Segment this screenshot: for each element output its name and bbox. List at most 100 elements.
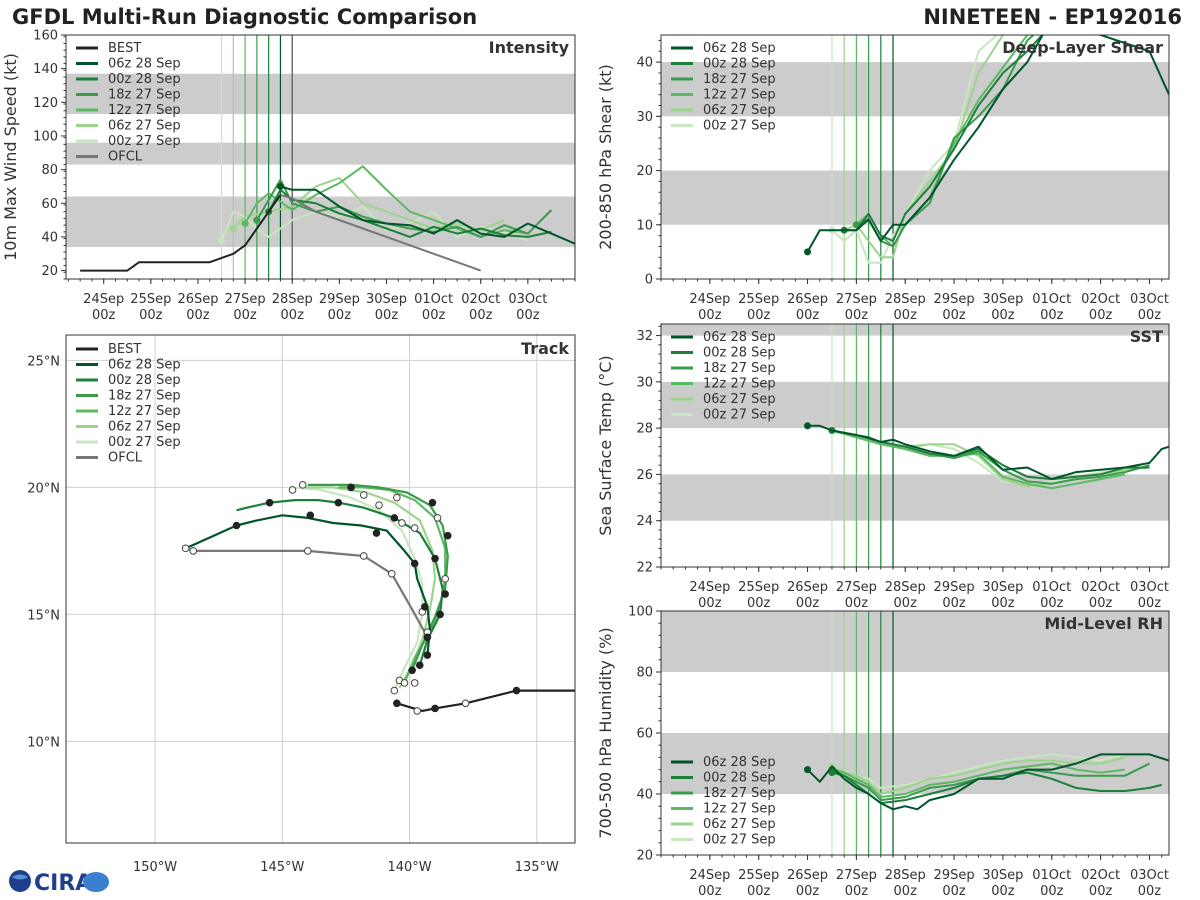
panel-track: 150°W 145°W 140°W 135°W 10°N 15°N 20°N 25°N Trac… (27, 334, 576, 875)
best-position-marker (431, 704, 439, 713)
track-position-marker (390, 686, 399, 695)
x-tick-hour: 00z (942, 308, 966, 323)
ofcl-position-marker (387, 569, 396, 578)
shaded-band (66, 142, 575, 165)
series-init-marker (804, 766, 812, 774)
legend-entry: 12z 27 Sep (703, 377, 776, 392)
shaded-band (66, 73, 575, 115)
track-position-marker (390, 514, 399, 522)
legend-entry: 00z 27 Sep (703, 119, 776, 134)
x-tick-hour: 00z (942, 596, 966, 611)
x-tick-hour: 00z (845, 884, 869, 899)
x-tick-hour: 00z (516, 308, 540, 323)
x-tick-date: 30Sep (366, 292, 407, 307)
panel-frame (65, 334, 576, 844)
panel-sst: 22242628303224Sep00z25Sep00z26Sep00z27Se… (596, 323, 1170, 611)
x-tick-date: 01Oct (414, 292, 453, 307)
x-tick-date: 29Sep (319, 292, 360, 307)
x-tick-hour: 00z (233, 308, 257, 323)
latitude-label: 20°N (27, 481, 60, 496)
x-tick-hour: 00z (139, 308, 163, 323)
x-tick-date: 24Sep (689, 868, 730, 883)
y-tick-label: 22 (636, 561, 653, 576)
x-tick-date: 02Oct (1081, 292, 1120, 307)
series-line-12z-27-sep (831, 762, 1126, 798)
x-tick-date: 26Sep (177, 292, 218, 307)
legend-entry: BEST (108, 342, 141, 357)
legend-entry: 00z 27 Sep (108, 435, 181, 450)
x-tick-hour: 00z (422, 308, 446, 323)
x-tick-hour: 00z (845, 308, 869, 323)
longitude-label: 150°W (133, 860, 177, 875)
y-tick-label: 32 (636, 329, 653, 344)
panel-frame (660, 323, 1170, 568)
y-tick-label: 40 (636, 788, 653, 803)
y-tick-label: 60 (636, 727, 653, 742)
x-tick-date: 01Oct (1032, 580, 1071, 595)
legend-entry: 18z 27 Sep (108, 389, 181, 404)
series-init-marker (218, 236, 226, 244)
y-tick-label: 140 (33, 62, 58, 77)
x-tick-hour: 00z (1089, 308, 1113, 323)
x-tick-date: 26Sep (787, 868, 828, 883)
x-tick-date: 03Oct (1130, 580, 1169, 595)
track-position-marker (410, 524, 419, 532)
ofcl-position-marker (303, 547, 312, 555)
y-tick-label: 100 (33, 129, 58, 144)
series-line-00z-27-sep (831, 35, 999, 264)
series-line-00z-28-sep (844, 35, 1044, 242)
x-tick-date: 24Sep (689, 292, 730, 307)
x-tick-date: 27Sep (836, 292, 877, 307)
x-tick-date: 03Oct (1130, 868, 1169, 883)
left-title: GFDL Multi-Run Diagnostic Comparison (12, 5, 478, 29)
legend-entry: 00z 27 Sep (703, 833, 776, 848)
track-position-marker (347, 483, 355, 492)
series-group (804, 753, 1169, 811)
x-tick-hour: 00z (1138, 308, 1162, 323)
y-tick-label: 30 (636, 110, 653, 125)
shaded-band (661, 62, 1169, 117)
series-init-marker (253, 216, 261, 224)
logo-text: CIRA (34, 871, 92, 896)
series-group (80, 165, 575, 272)
x-tick-hour: 00z (1040, 596, 1064, 611)
y-tick-label: 60 (41, 197, 58, 212)
track-position-marker (232, 521, 241, 530)
x-tick-hour: 00z (845, 596, 869, 611)
track-position-marker (421, 602, 429, 611)
latitude-label: 10°N (27, 735, 60, 750)
y-tick-label: 80 (41, 163, 58, 178)
x-tick-date: 03Oct (508, 292, 547, 307)
legend-entry: 06z 28 Sep (703, 755, 776, 770)
series-line-18z-27-sep (831, 762, 1150, 802)
legend-entry: BEST (108, 41, 141, 56)
csu-emblem-icon (83, 872, 109, 892)
x-tick-hour: 00z (796, 308, 820, 323)
legend-entry: 12z 27 Sep (703, 802, 776, 817)
x-tick-date: 27Sep (836, 868, 877, 883)
x-tick-date: 27Sep (836, 580, 877, 595)
x-tick-date: 26Sep (787, 292, 828, 307)
panel-title: Intensity (489, 38, 570, 57)
x-tick-hour: 00z (894, 884, 918, 899)
panel-title: Track (521, 339, 569, 358)
x-tick-date: 30Sep (982, 868, 1023, 883)
track-position-marker (408, 666, 416, 675)
legend-entry: 06z 27 Sep (703, 392, 776, 407)
x-tick-date: 30Sep (982, 580, 1023, 595)
legend-entry: 12z 27 Sep (703, 88, 776, 103)
x-tick-hour: 00z (991, 596, 1015, 611)
x-tick-date: 01Oct (1032, 868, 1071, 883)
x-tick-date: 28Sep (885, 580, 926, 595)
shaded-band (661, 324, 1169, 336)
x-tick-hour: 00z (942, 884, 966, 899)
y-tick-label: 20 (636, 164, 653, 179)
track-position-marker (334, 498, 343, 507)
x-tick-hour: 00z (747, 596, 771, 611)
x-tick-hour: 00z (894, 308, 918, 323)
best-position-marker (461, 699, 470, 708)
legend-entry: 00z 27 Sep (703, 408, 776, 423)
legend-entry: 18z 27 Sep (703, 72, 776, 87)
